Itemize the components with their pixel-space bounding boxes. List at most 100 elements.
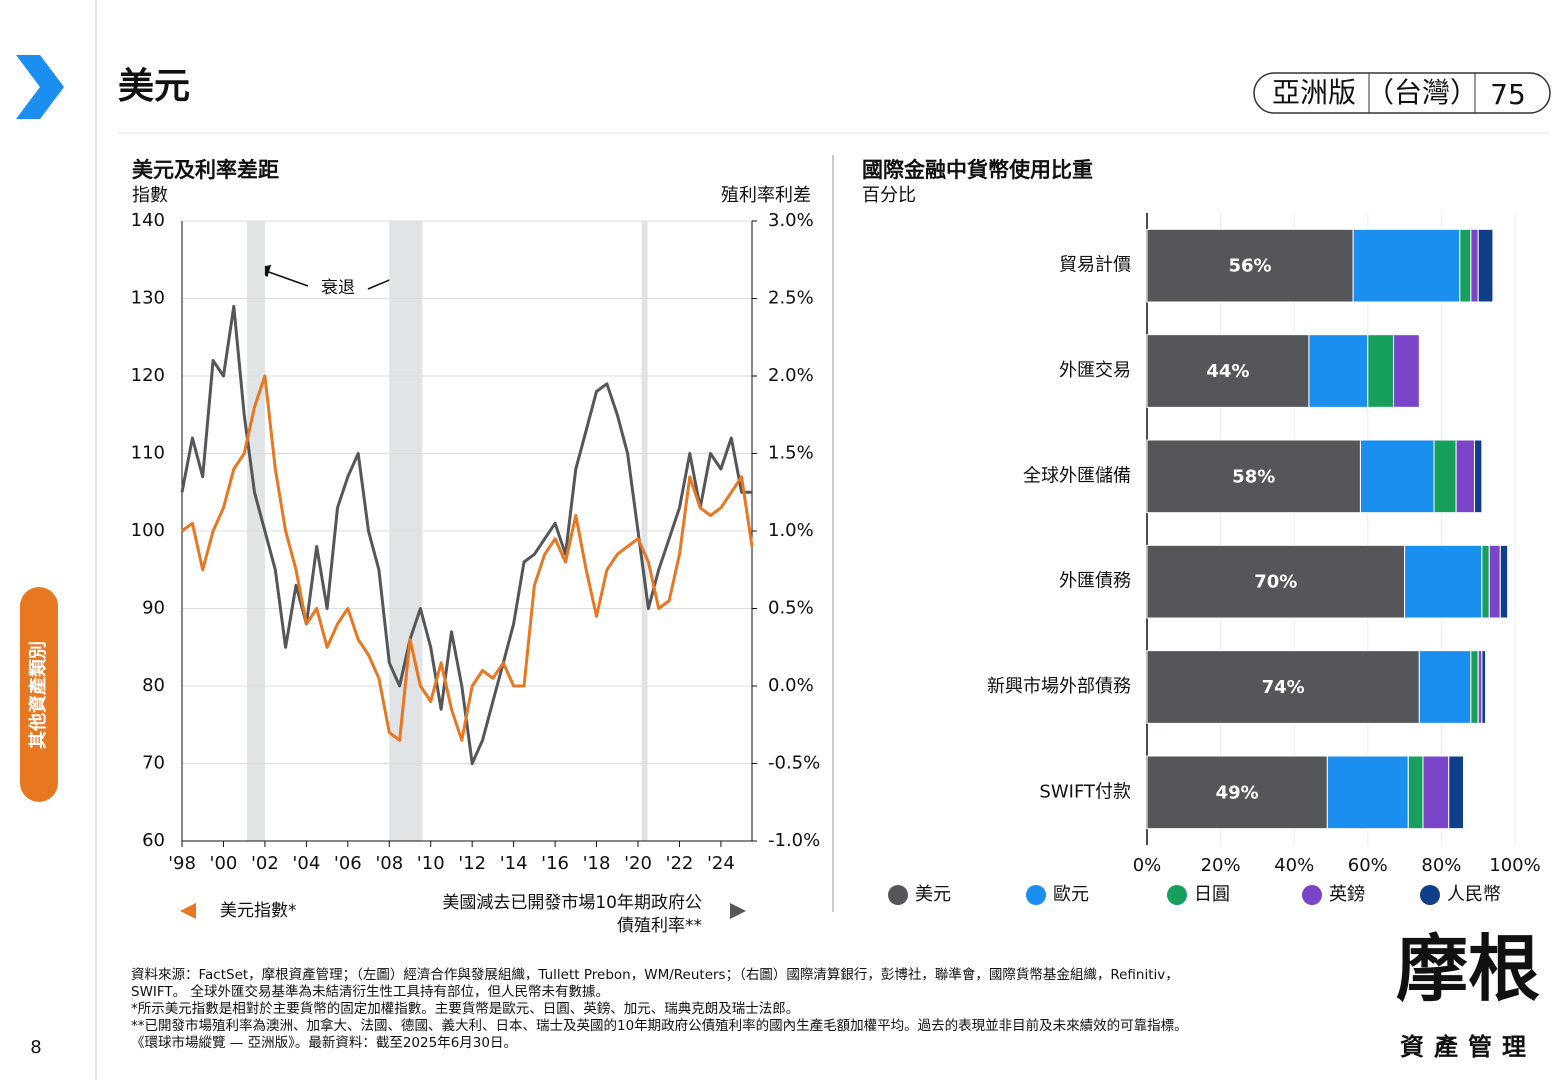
- footnote: SWIFT。 全球外匯交易基準為未結清衍生性工具持有部位，但人民幣未有數據。: [131, 983, 609, 1000]
- bar-segment: [1146, 334, 1310, 408]
- series-line: [180, 304, 752, 765]
- x-tick-label: '14: [500, 853, 528, 874]
- data-label: 44%: [1206, 361, 1249, 382]
- y-tick-label: 140: [131, 210, 165, 231]
- logo-name: 摩根: [1396, 926, 1540, 1011]
- x-tick-label: 100%: [1489, 855, 1540, 876]
- bar-segment: [1470, 650, 1479, 724]
- legend-label: 美元指數*: [220, 901, 297, 921]
- legend-marker: [1026, 885, 1046, 905]
- y2-tick-label: -0.5%: [768, 753, 820, 774]
- bar-segment: [1499, 544, 1509, 619]
- chart-subtitle: 百分比: [862, 185, 916, 206]
- chart-title: 美元及利率差距: [132, 158, 279, 182]
- y2-tick-label: 0.0%: [768, 675, 814, 696]
- x-tick-label: 80%: [1421, 855, 1461, 876]
- bar-segment: [1367, 334, 1395, 408]
- y2-tick-label: 0.5%: [768, 598, 814, 619]
- legend-label: 人民幣: [1447, 884, 1501, 905]
- badge-region: （台灣）: [1366, 76, 1478, 109]
- x-tick-label: 60%: [1348, 855, 1388, 876]
- legend-label: 美元: [915, 884, 951, 905]
- x-tick-label: '98: [168, 853, 196, 874]
- bar-segment: [1481, 544, 1490, 619]
- x-tick-label: 20%: [1201, 855, 1241, 876]
- y-tick-label: 70: [142, 753, 165, 774]
- bar-segment: [1488, 544, 1501, 619]
- x-tick-label: '06: [334, 853, 362, 874]
- x-tick-label: '02: [251, 853, 279, 874]
- legend-marker: [1167, 885, 1187, 905]
- data-label: 49%: [1216, 782, 1259, 803]
- category-label: 外匯交易: [1059, 360, 1131, 381]
- x-tick-label: '22: [666, 853, 694, 874]
- badge: [1253, 72, 1551, 114]
- y-tick-label: 120: [131, 365, 165, 386]
- bar-segment: [1308, 334, 1369, 408]
- x-tick-label: '12: [458, 853, 486, 874]
- legend-marker: [180, 903, 196, 919]
- data-label: 56%: [1228, 256, 1271, 277]
- legend-marker: [888, 885, 908, 905]
- x-tick-label: 0%: [1133, 855, 1162, 876]
- bar-segment: [1407, 755, 1424, 830]
- legend-label: 日圓: [1194, 884, 1230, 905]
- y-tick-label: 60: [142, 830, 165, 851]
- category-label: 全球外匯儲備: [1023, 465, 1131, 486]
- category-label: 貿易計價: [1059, 255, 1131, 276]
- bar-segment: [1352, 228, 1461, 303]
- y-tick-label: 110: [131, 443, 165, 464]
- category-label: 外匯債務: [1059, 571, 1131, 592]
- y2-tick-label: 1.0%: [768, 520, 814, 541]
- x-tick-label: '04: [292, 853, 320, 874]
- bar-segment: [1477, 228, 1494, 303]
- legend-label: 歐元: [1053, 884, 1089, 905]
- x-tick-label: 40%: [1274, 855, 1314, 876]
- bar-segment: [1418, 650, 1472, 724]
- bar-segment: [1448, 755, 1464, 830]
- y-tick-label: 80: [142, 675, 165, 696]
- data-label: 70%: [1254, 572, 1297, 593]
- chart-title: 國際金融中貨幣使用比重: [862, 158, 1093, 182]
- footnote: **已開發市場殖利率為澳洲、加拿大、法國、德國、義大利、日本、瑞士及英國的10年…: [131, 1017, 1188, 1034]
- bar-segment: [1404, 544, 1483, 619]
- x-tick-label: '20: [624, 853, 652, 874]
- bar-segment: [1477, 650, 1483, 724]
- legend-marker: [1420, 885, 1440, 905]
- y2-axis-label: 殖利率利差: [721, 184, 811, 206]
- bar-segment: [1146, 439, 1361, 514]
- series-line: [181, 374, 754, 742]
- legend-label: 美國減去已開發市場10年期政府公債殖利率**: [442, 893, 702, 936]
- page-number: 8: [30, 1037, 41, 1058]
- y-tick-label: 130: [131, 288, 165, 309]
- footnote: 《環球市場縱覽 — 亞洲版》。最新資料：截至2025年6月30日。: [131, 1034, 517, 1051]
- category-label: SWIFT付款: [1039, 781, 1131, 802]
- category-label: 新興市場外部債務: [987, 676, 1131, 697]
- legend-marker: [1302, 885, 1322, 905]
- bar-segment: [1422, 755, 1450, 830]
- bar-segment: [1146, 755, 1328, 830]
- chevron: [16, 55, 64, 119]
- y-axis-label: 指數: [132, 185, 168, 206]
- y2-tick-label: 3.0%: [768, 210, 814, 231]
- x-tick-label: '10: [417, 853, 445, 874]
- legend-marker: [730, 903, 746, 919]
- y-tick-label: 100: [131, 520, 165, 541]
- badge-edition: 亞洲版: [1272, 76, 1356, 109]
- bar-segment: [1359, 439, 1435, 514]
- footnote: 資料來源：FactSet，摩根資產管理；（左圖）經濟合作與發展組織，Tullet…: [131, 966, 1179, 983]
- bar-segment: [1393, 334, 1420, 408]
- y2-tick-label: 1.5%: [768, 443, 814, 464]
- legend-label: 英鎊: [1329, 884, 1365, 905]
- footnote: *所示美元指數是相對於主要貨幣的固定加權指數。主要貨幣是歐元、日圓、英鎊、加元、…: [131, 1000, 799, 1017]
- bar-segment: [1326, 755, 1409, 830]
- bar-segment: [1481, 650, 1487, 724]
- y-tick-label: 90: [142, 598, 165, 619]
- badge-page: 75: [1490, 78, 1526, 111]
- side-tab: [20, 587, 58, 802]
- bar-segment: [1146, 228, 1354, 303]
- x-tick-label: '24: [707, 853, 735, 874]
- y2-tick-label: 2.5%: [768, 288, 814, 309]
- x-tick-label: '08: [375, 853, 403, 874]
- x-tick-label: '18: [583, 853, 611, 874]
